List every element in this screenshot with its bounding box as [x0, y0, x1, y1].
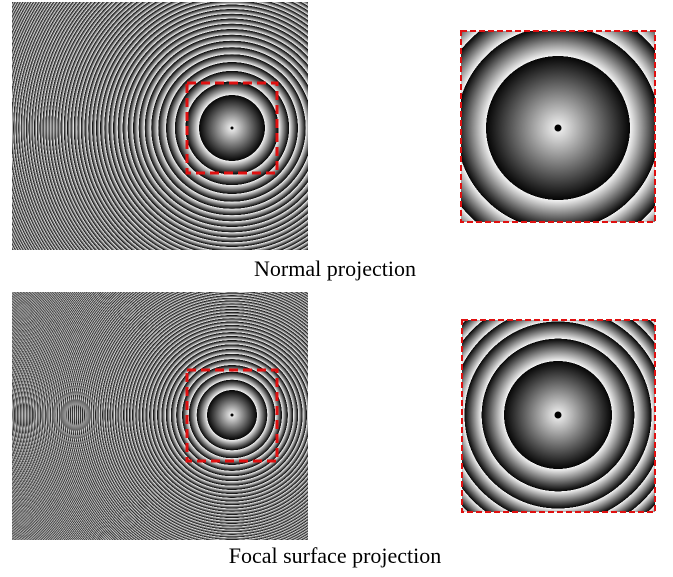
figure: Normal projection Focal surface projecti…: [0, 0, 673, 577]
center-dot: [555, 125, 562, 132]
center-dot: [231, 127, 234, 130]
caption: Normal projection: [254, 256, 416, 281]
center-dot: [555, 412, 562, 419]
ring-pattern: [12, 2, 308, 250]
ring-pattern: [12, 292, 308, 540]
caption: Focal surface projection: [229, 543, 442, 568]
center-dot: [231, 414, 234, 417]
